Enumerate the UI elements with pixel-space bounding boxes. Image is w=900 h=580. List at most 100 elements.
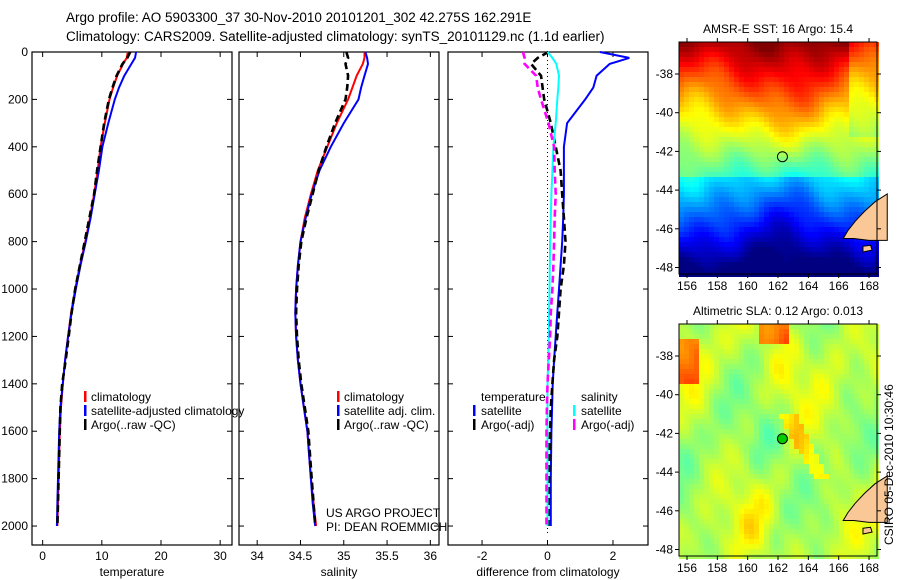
map-cell: [814, 459, 819, 464]
map-cell: [779, 162, 784, 167]
map-cell: [679, 334, 684, 339]
map-cell: [829, 192, 834, 197]
map-cell: [819, 469, 824, 474]
map-cell: [854, 419, 859, 424]
map-cell: [869, 419, 874, 424]
map-cell: [739, 459, 744, 464]
map-cell: [684, 77, 689, 82]
map-cell: [839, 499, 844, 504]
map-cell: [819, 107, 824, 112]
map-cell: [784, 384, 789, 389]
map-cell: [834, 369, 839, 374]
map-cell: [839, 217, 844, 222]
map-cell: [824, 424, 829, 429]
map-cell: [779, 519, 784, 524]
map-cell: [789, 247, 794, 252]
map-cell: [869, 354, 874, 359]
figure-title-line2: Climatology: CARS2009. Satellite-adjuste…: [66, 29, 605, 44]
map-cell: [704, 187, 709, 192]
map-cell: [709, 147, 714, 152]
map-cell: [849, 364, 854, 369]
map-cell: [809, 504, 814, 509]
map-cell: [834, 57, 839, 62]
map-cell: [729, 349, 734, 354]
map-cell: [854, 47, 859, 52]
map-cell: [769, 72, 774, 77]
map-cell: [699, 339, 704, 344]
map-cell: [724, 207, 729, 212]
map-cell: [774, 42, 779, 47]
map-cell: [694, 369, 699, 374]
map-cell: [869, 364, 874, 369]
map-cell: [709, 479, 714, 484]
map-cell: [784, 62, 789, 67]
map-cell: [709, 227, 714, 232]
map-cell: [769, 182, 774, 187]
map-cell: [859, 484, 864, 489]
map-cell: [754, 207, 759, 212]
map-cell: [834, 77, 839, 82]
map-cell: [764, 544, 769, 549]
map-cell: [819, 494, 824, 499]
map-cell: [824, 489, 829, 494]
map-cell: [834, 504, 839, 509]
y-tick-label: 1200: [1, 329, 28, 343]
map-cell: [809, 489, 814, 494]
map-cell: [814, 489, 819, 494]
map-cell: [824, 364, 829, 369]
map-cell: [814, 334, 819, 339]
map-cell: [759, 47, 764, 52]
map-cell: [834, 394, 839, 399]
map-cell: [844, 429, 849, 434]
map-cell: [724, 449, 729, 454]
map-cell: [719, 87, 724, 92]
map-cell: [854, 359, 859, 364]
map-cell: [684, 504, 689, 509]
map-cell: [809, 339, 814, 344]
map-cell: [824, 202, 829, 207]
map-cell: [804, 394, 809, 399]
map-cell: [869, 157, 874, 162]
map-cell: [829, 374, 834, 379]
map-cell: [859, 529, 864, 534]
map-cell: [709, 132, 714, 137]
map-cell: [849, 369, 854, 374]
map-cell: [824, 499, 829, 504]
map-cell: [774, 429, 779, 434]
map-cell: [814, 524, 819, 529]
map-cell: [859, 369, 864, 374]
map-cell: [744, 329, 749, 334]
map-cell: [749, 172, 754, 177]
map-cell: [719, 364, 724, 369]
map-cell: [729, 142, 734, 147]
map-cell: [834, 374, 839, 379]
map-cell: [774, 334, 779, 339]
map-cell: [749, 62, 754, 67]
map-cell: [834, 474, 839, 479]
map-cell: [824, 232, 829, 237]
map-cell: [684, 474, 689, 479]
legend-swatch-climatology: [84, 391, 87, 402]
map-cell: [849, 404, 854, 409]
map-cell: [859, 57, 864, 62]
map-cell: [839, 132, 844, 137]
map-cell: [789, 147, 794, 152]
map-cell: [814, 479, 819, 484]
map-cell: [779, 539, 784, 544]
map-cell: [869, 52, 874, 57]
map-cell: [744, 364, 749, 369]
map-cell: [779, 142, 784, 147]
map-cell: [724, 252, 729, 257]
map-cell: [724, 404, 729, 409]
map-cell: [799, 354, 804, 359]
map-cell: [864, 349, 869, 354]
map-cell: [759, 217, 764, 222]
map-cell: [679, 197, 684, 202]
map-cell: [749, 212, 754, 217]
map-cell: [864, 449, 869, 454]
map-cell: [804, 142, 809, 147]
map-cell: [709, 414, 714, 419]
map-cell: [794, 519, 799, 524]
map-cell: [809, 97, 814, 102]
map-cell: [804, 167, 809, 172]
